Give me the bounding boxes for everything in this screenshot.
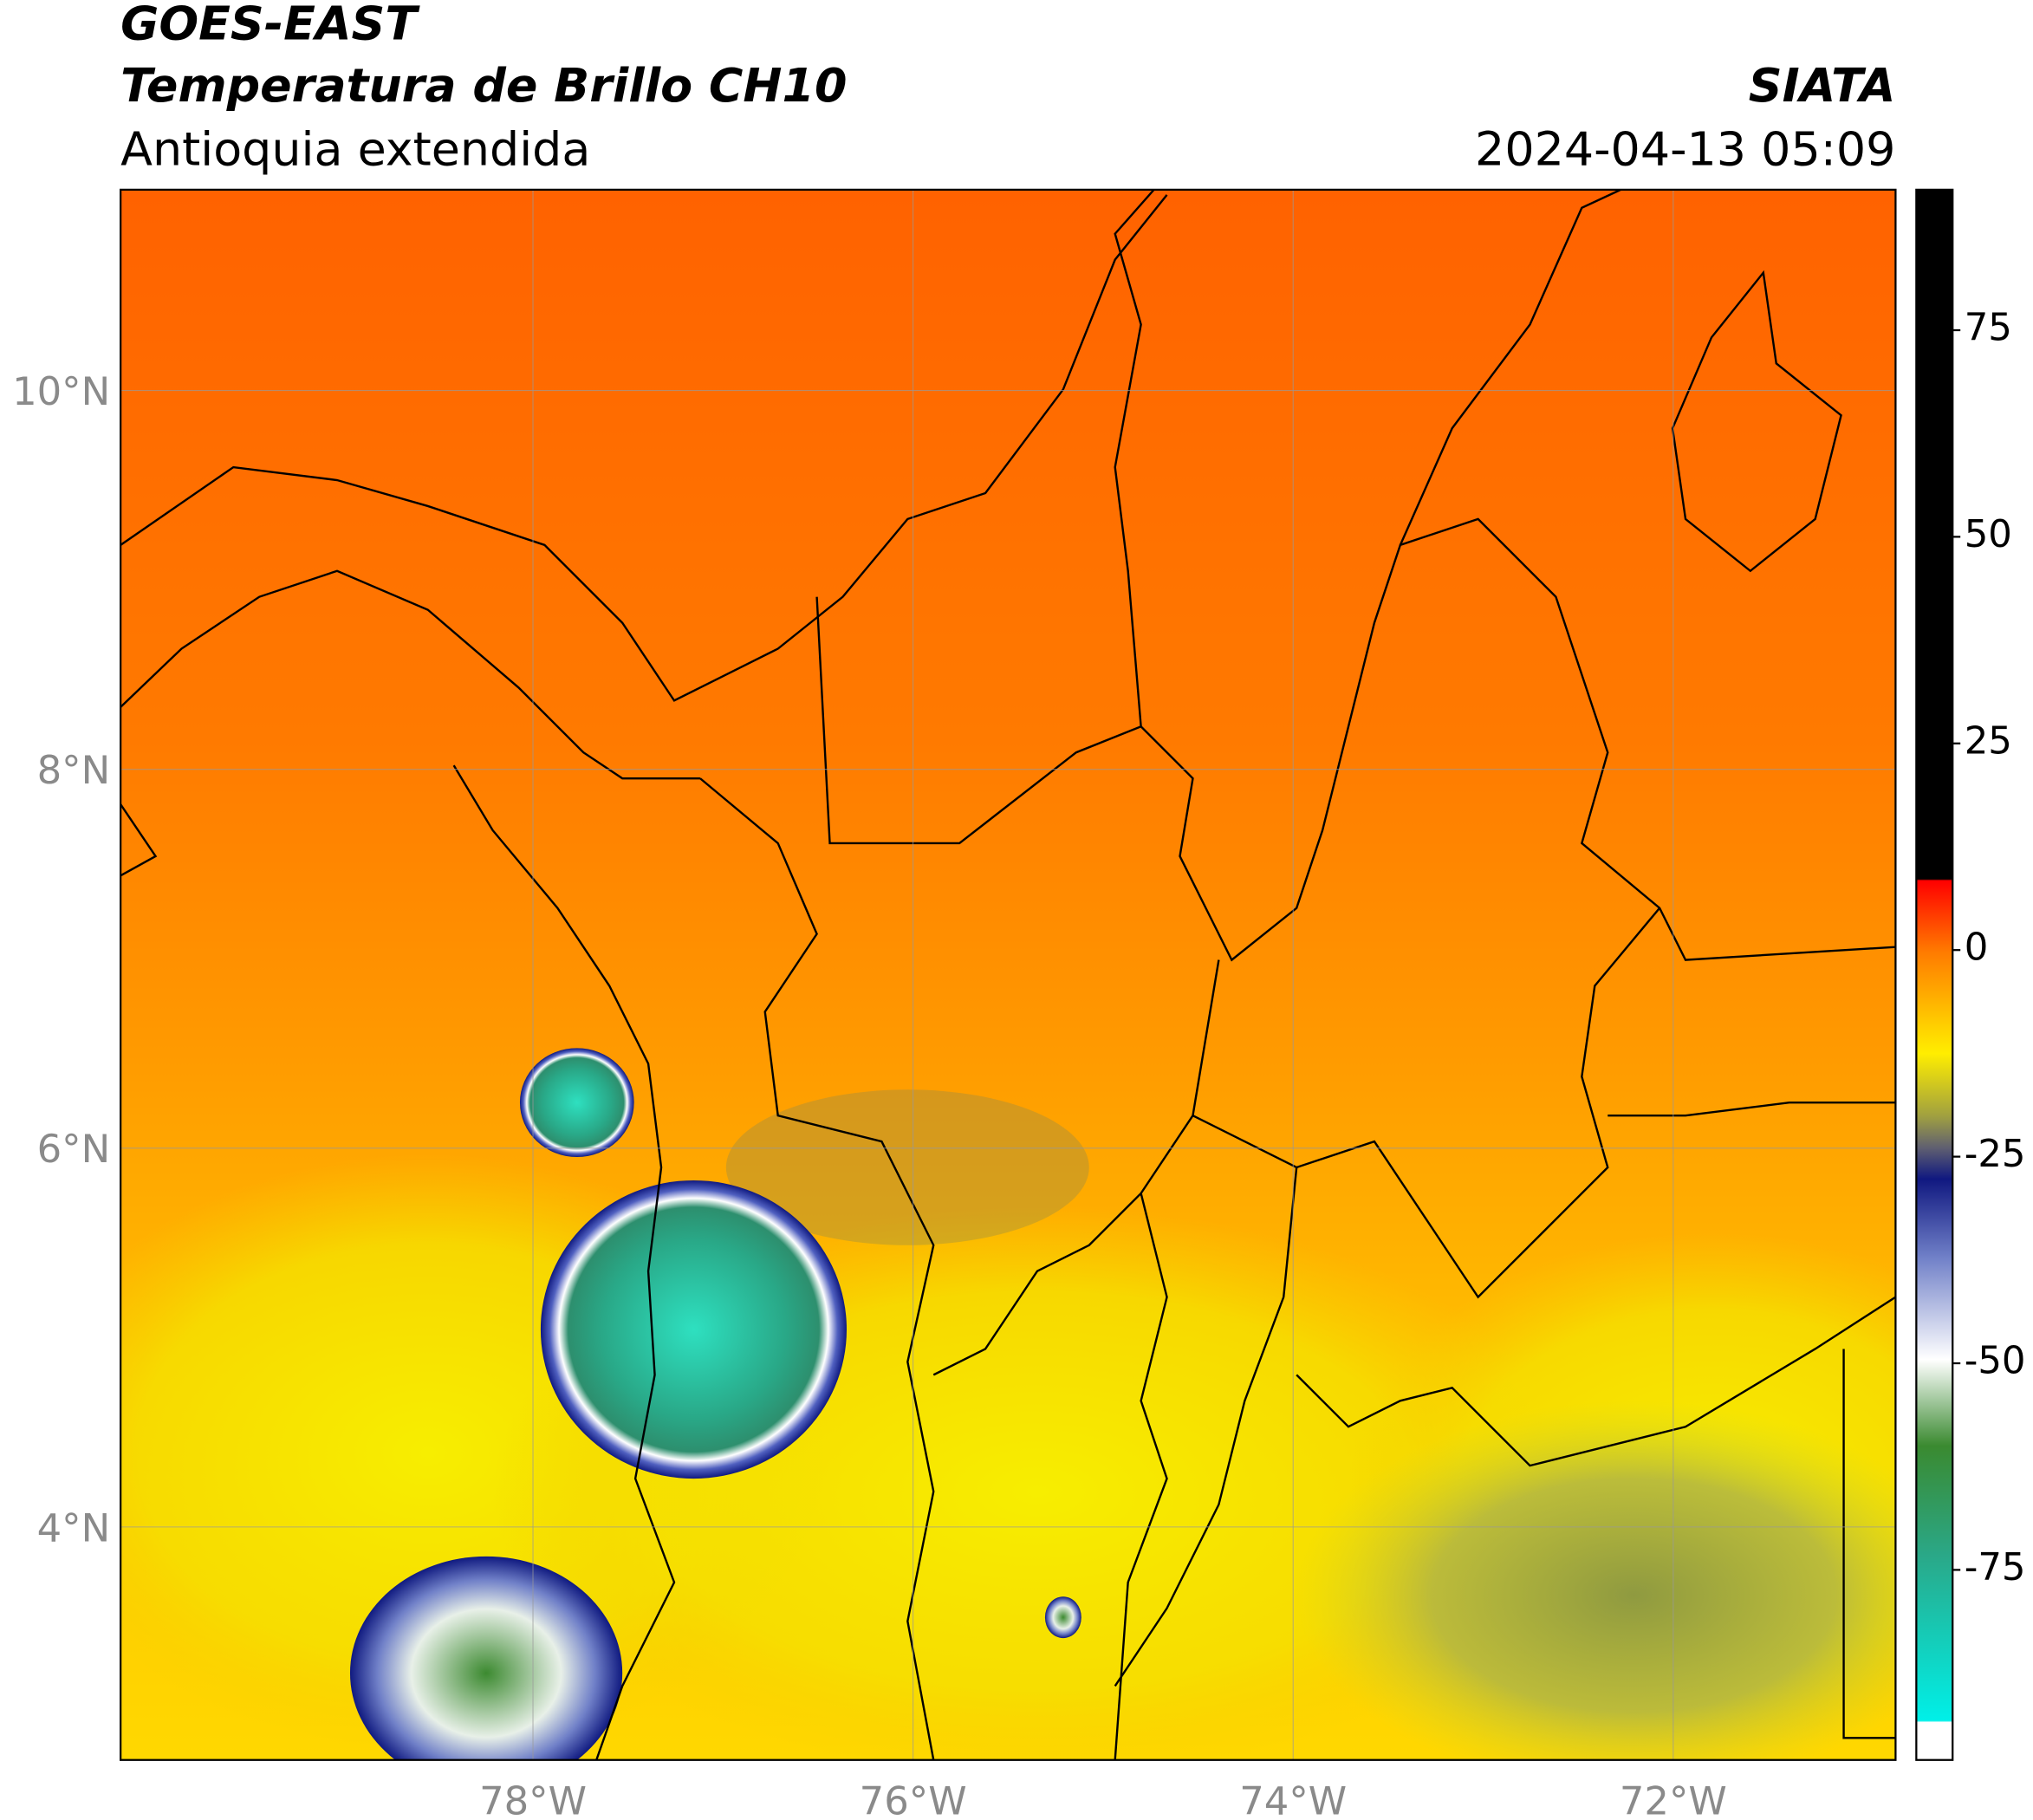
x-tick-label: 76°W <box>860 1778 967 1820</box>
grid <box>120 189 1896 1760</box>
region-subtitle: Antioquia extendida <box>120 121 590 176</box>
x-tick-label: 78°W <box>479 1778 587 1820</box>
colorbar-tick-label: -25 <box>1965 1133 2026 1176</box>
map-image <box>120 189 1896 1760</box>
agency-label: SIATA <box>1749 58 1896 113</box>
colorbar-tick-label: -50 <box>1965 1340 2026 1383</box>
x-tick-label: 74°W <box>1239 1778 1347 1820</box>
colorbar-tick-label: -75 <box>1965 1546 2026 1589</box>
colorbar-tick-label: 50 <box>1965 513 2012 556</box>
datetime-label: 2024-04-13 05:09 <box>1475 121 1895 176</box>
y-tick-label: 4°N <box>37 1505 111 1550</box>
y-tick-label: 10°N <box>12 368 110 414</box>
colorbar <box>1915 188 1954 1761</box>
colorbar-tick-label: 75 <box>1965 306 2012 349</box>
y-tick-label: 6°N <box>37 1126 111 1172</box>
satellite-title: GOES-EAST <box>120 0 420 50</box>
x-tick-label: 72°W <box>1620 1778 1727 1820</box>
colorbar-tick-label: 0 <box>1965 926 1989 970</box>
map-frame <box>120 188 1897 1761</box>
product-title: Temperatura de Brillo CH10 <box>120 58 847 113</box>
y-tick-label: 8°N <box>37 747 111 793</box>
colorbar-tick-label: 25 <box>1965 719 2012 763</box>
